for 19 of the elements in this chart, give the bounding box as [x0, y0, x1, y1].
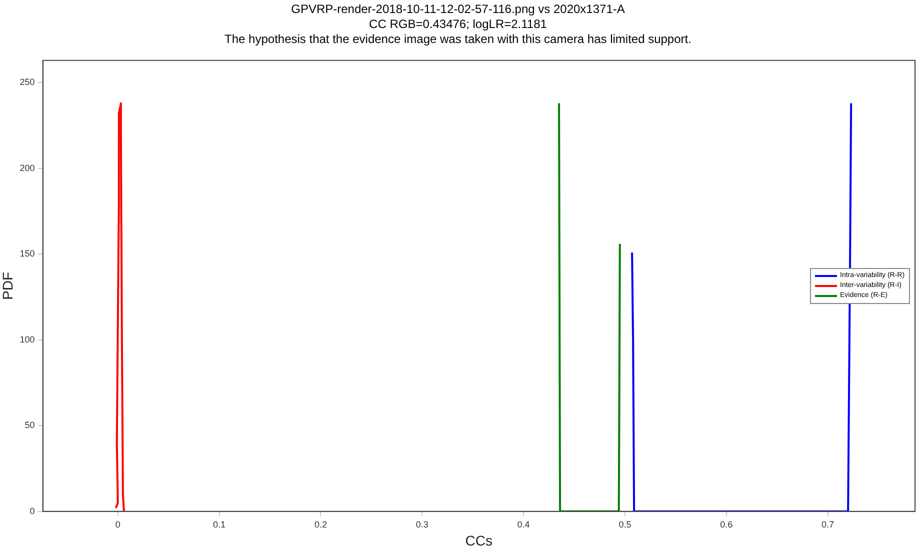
- x-tick-label: 0: [115, 519, 120, 530]
- y-axis-title: PDF: [0, 272, 16, 300]
- y-tick-label: 200: [20, 162, 35, 173]
- x-tick-label: 0.5: [618, 519, 632, 530]
- y-tick-label: 250: [20, 77, 35, 88]
- y-tick-label: 100: [20, 334, 35, 344]
- text: The hypothesis that the evidence image was taken with this camera has limited support.: [224, 32, 692, 47]
- x-tick-label: 0.1: [213, 519, 226, 530]
- x-tick-label: 0.2: [314, 519, 327, 530]
- x-tick-label: 0.6: [720, 519, 733, 530]
- chart-title: GPVRP-render-2018-10-11-12-02-57-116.png vs 2020x1371-A: [290, 2, 626, 17]
- x-tick-label: 0.4: [517, 519, 530, 530]
- y-tick-label: 50: [24, 420, 35, 430]
- x-tick-label: 0.7: [822, 519, 834, 530]
- x-axis-title: CCs: [465, 532, 493, 548]
- y-tick-label: 0: [30, 506, 35, 516]
- x-tick-label: 0.3: [416, 519, 428, 530]
- y-tick-label: 150: [20, 248, 35, 259]
- chart-subtitle: CC RGB=0.43476; logLR=2.1181: [368, 17, 548, 32]
